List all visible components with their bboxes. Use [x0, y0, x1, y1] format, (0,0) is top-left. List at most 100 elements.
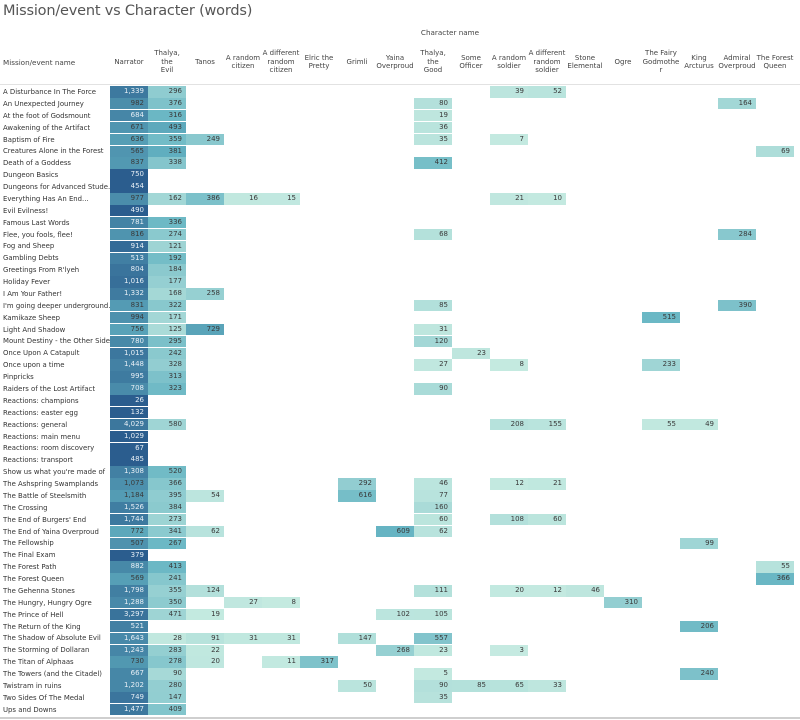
row-label[interactable]: Once Upon A Catapult: [3, 349, 80, 358]
heatmap-cell[interactable]: 111: [414, 585, 452, 597]
heatmap-cell[interactable]: 258: [186, 288, 224, 300]
column-header[interactable]: A random citizen: [225, 53, 261, 70]
heatmap-cell[interactable]: 23: [414, 644, 452, 656]
row-label[interactable]: The Fellowship: [3, 539, 54, 548]
heatmap-cell[interactable]: 1,477: [110, 703, 148, 716]
row-label[interactable]: Awakening of the Artifact: [3, 123, 91, 132]
heatmap-cell[interactable]: 292: [338, 478, 376, 490]
row-label[interactable]: The Ashspring Swamplands: [3, 480, 99, 489]
heatmap-cell[interactable]: 995: [110, 371, 148, 383]
heatmap-cell[interactable]: 62: [186, 525, 224, 538]
heatmap-cell[interactable]: 4,029: [110, 418, 148, 431]
heatmap-cell[interactable]: 164: [718, 98, 756, 110]
row-label[interactable]: The Forest Path: [3, 563, 57, 572]
heatmap-cell[interactable]: 616: [338, 490, 376, 502]
column-header[interactable]: The Fairy Godmothe r: [642, 49, 680, 75]
heatmap-cell[interactable]: 26: [110, 395, 148, 407]
heatmap-cell[interactable]: 636: [110, 133, 148, 146]
row-label[interactable]: Reactions: champions: [3, 396, 79, 405]
heatmap-cell[interactable]: 168: [148, 288, 186, 300]
heatmap-cell[interactable]: 671: [110, 121, 148, 134]
heatmap-cell[interactable]: 10: [528, 193, 566, 205]
row-label[interactable]: A Disturbance In The Force: [3, 88, 97, 96]
heatmap-cell[interactable]: 513: [110, 252, 148, 264]
row-label[interactable]: Show us what you're made of: [3, 468, 106, 477]
heatmap-cell[interactable]: 60: [414, 513, 452, 526]
heatmap-cell[interactable]: 295: [148, 335, 186, 348]
heatmap-cell[interactable]: 750: [110, 169, 148, 181]
column-header[interactable]: A different random citizen: [262, 49, 300, 75]
column-header[interactable]: Ogre: [614, 57, 632, 66]
column-header[interactable]: Tanos: [195, 57, 215, 66]
heatmap-cell[interactable]: 914: [110, 240, 148, 253]
heatmap-cell[interactable]: 91: [186, 632, 224, 645]
heatmap-cell[interactable]: 85: [414, 300, 452, 312]
heatmap-cell[interactable]: 1,798: [110, 585, 148, 597]
heatmap-cell[interactable]: 1,448: [110, 359, 148, 371]
row-label[interactable]: Dungeons for Advanced Stude..: [3, 183, 110, 192]
heatmap-cell[interactable]: 55: [642, 418, 680, 431]
heatmap-cell[interactable]: 16: [224, 193, 262, 205]
heatmap-cell[interactable]: 121: [148, 240, 186, 253]
heatmap-cell[interactable]: 31: [262, 632, 300, 645]
heatmap-cell[interactable]: 8: [262, 597, 300, 609]
row-label[interactable]: The Final Exam: [3, 551, 56, 560]
heatmap-cell[interactable]: 756: [110, 323, 148, 336]
heatmap-cell[interactable]: 381: [148, 145, 186, 157]
row-label[interactable]: I'm going deeper underground..: [3, 301, 110, 310]
row-label[interactable]: Fog and Sheep: [3, 242, 55, 251]
heatmap-cell[interactable]: 1,643: [110, 632, 148, 645]
row-label[interactable]: Reactions: transport: [3, 456, 73, 465]
heatmap-cell[interactable]: 341: [148, 525, 186, 538]
heatmap-cell[interactable]: 379: [110, 549, 148, 561]
heatmap-cell[interactable]: 994: [110, 311, 148, 324]
heatmap-cell[interactable]: 376: [148, 98, 186, 110]
heatmap-cell[interactable]: 684: [110, 109, 148, 122]
column-header[interactable]: A different random soldier: [528, 49, 566, 75]
row-label[interactable]: Gambling Debts: [3, 254, 59, 263]
row-label[interactable]: Two Sides Of The Medal: [3, 693, 85, 702]
heatmap-cell[interactable]: 11: [262, 656, 300, 668]
heatmap-cell[interactable]: 268: [376, 644, 414, 656]
heatmap-cell[interactable]: 46: [414, 478, 452, 490]
heatmap-cell[interactable]: 160: [414, 502, 452, 514]
row-label[interactable]: Reactions: general: [3, 420, 68, 429]
row-label[interactable]: The Prince of Hell: [3, 610, 64, 619]
heatmap-cell[interactable]: 490: [110, 205, 148, 217]
heatmap-cell[interactable]: 355: [148, 585, 186, 597]
heatmap-cell[interactable]: 242: [148, 347, 186, 359]
heatmap-cell[interactable]: 80: [414, 98, 452, 110]
heatmap-cell[interactable]: 54: [186, 490, 224, 502]
heatmap-cell[interactable]: 338: [148, 157, 186, 169]
heatmap-cell[interactable]: 132: [110, 406, 148, 419]
heatmap-cell[interactable]: 208: [490, 418, 528, 431]
row-label[interactable]: The Shadow of Absolute Evil: [3, 634, 101, 643]
heatmap-cell[interactable]: 90: [414, 680, 452, 692]
row-label[interactable]: Light And Shadow: [3, 325, 66, 334]
heatmap-cell[interactable]: 882: [110, 561, 148, 573]
heatmap-cell[interactable]: 520: [148, 466, 186, 478]
row-label[interactable]: I Am Your Father!: [3, 289, 63, 298]
heatmap-cell[interactable]: 336: [148, 216, 186, 229]
column-header[interactable]: Admiral Overproud: [718, 53, 756, 70]
heatmap-cell[interactable]: 1,202: [110, 680, 148, 692]
row-label[interactable]: The Crossing: [3, 503, 48, 512]
heatmap-cell[interactable]: 1,308: [110, 466, 148, 478]
row-label[interactable]: Greetings From R'lyeh: [3, 266, 80, 275]
heatmap-cell[interactable]: 177: [148, 276, 186, 288]
heatmap-cell[interactable]: 3: [490, 644, 528, 656]
heatmap-cell[interactable]: 413: [148, 561, 186, 573]
heatmap-cell[interactable]: 69: [756, 145, 794, 157]
heatmap-cell[interactable]: 816: [110, 228, 148, 241]
row-label[interactable]: The Forest Queen: [3, 575, 64, 584]
heatmap-cell[interactable]: 241: [148, 573, 186, 585]
heatmap-cell[interactable]: 3,297: [110, 608, 148, 621]
heatmap-cell[interactable]: 316: [148, 109, 186, 122]
heatmap-cell[interactable]: 162: [148, 193, 186, 205]
heatmap-cell[interactable]: 22: [186, 644, 224, 656]
heatmap-cell[interactable]: 1,029: [110, 430, 148, 443]
heatmap-cell[interactable]: 284: [718, 228, 756, 241]
column-header[interactable]: Thalya, the Evil: [154, 49, 180, 75]
heatmap-cell[interactable]: 274: [148, 228, 186, 241]
heatmap-cell[interactable]: 1,288: [110, 597, 148, 609]
